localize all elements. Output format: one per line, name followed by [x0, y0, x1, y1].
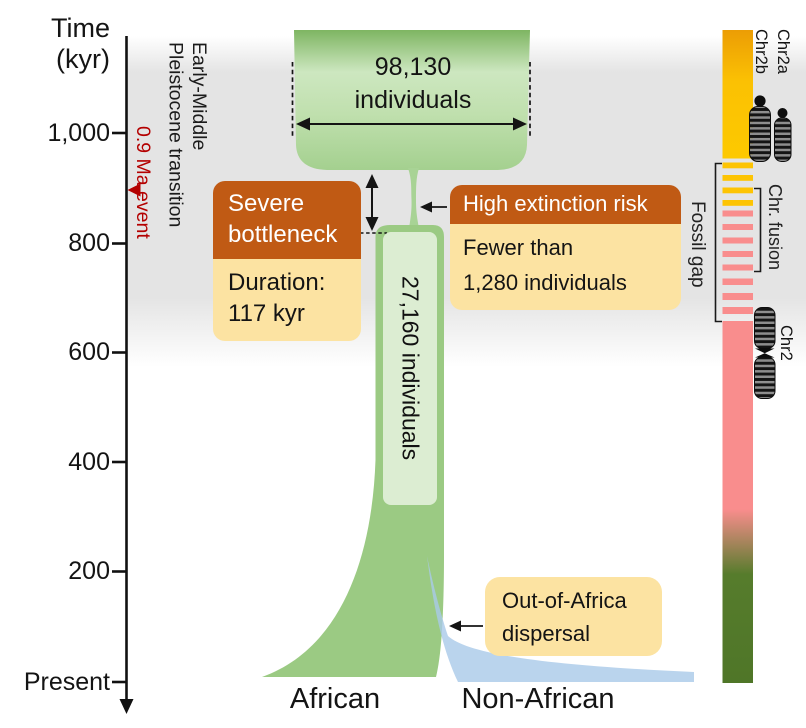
chr2b-label: Chr2b: [752, 29, 770, 74]
fossil-gap-bracket: [714, 162, 722, 323]
fossil-gap-label: Fossil gap: [687, 200, 708, 288]
chr-fusion-bracket: [754, 187, 762, 273]
risk-arrow: [420, 201, 447, 213]
axis-tick-label: Present: [23, 668, 110, 696]
event-09ma-label: 0.9 Ma event: [132, 126, 154, 239]
ancestral-population-label: 98,130 individuals: [354, 53, 472, 114]
severe-bottleneck-body: Duration: 117 kyr: [213, 259, 361, 341]
out-of-africa-callout: Out-of-Africa dispersal: [485, 577, 662, 656]
non-african-lineage-label: Non-African: [461, 683, 615, 715]
chr2-fused-icon: [754, 307, 776, 399]
bottleneck-population-panel: 27,160 individuals: [383, 232, 437, 505]
axis-tick-label: 1,000: [47, 119, 110, 147]
axis-tick-label: 800: [68, 229, 110, 257]
ancestral-population-shape: [294, 30, 530, 234]
chr2a-label: Chr2a: [774, 29, 792, 74]
fossil-gap-dashes: [722, 210, 753, 314]
measurement-guides: [291, 62, 531, 234]
ooa-arrow: [449, 620, 483, 632]
chr2-label: Chr2: [777, 325, 795, 361]
severe-bottleneck-title: Severe bottleneck: [213, 181, 361, 259]
lca-sapiens-bar: [722, 321, 753, 683]
african-lineage-label: African: [289, 683, 381, 715]
axis-tick-label: 200: [68, 557, 110, 585]
event-marker-icon: [127, 183, 141, 197]
chr2a-icon: [749, 95, 771, 162]
erectus-bar: [722, 30, 753, 206]
axis-tick-label: 400: [68, 448, 110, 476]
bottleneck-population-label: 27,160 individuals: [397, 276, 424, 461]
time-axis: [112, 36, 134, 714]
chr-fusion-label: Chr. fusion: [765, 183, 785, 271]
severe-bottleneck-callout: Severe bottleneck Duration: 117 kyr: [213, 181, 361, 341]
non-african-branch-shape: [427, 556, 694, 682]
chr2b-icon: [774, 108, 792, 162]
axis-title: Time (kyr): [51, 13, 110, 74]
extinction-risk-body: Fewer than 1,280 individuals: [450, 224, 681, 310]
extinction-risk-callout: High extinction risk Fewer than 1,280 in…: [450, 185, 681, 310]
pleistocene-transition-label: Early-Middle Pleistocene transition: [164, 42, 211, 228]
extinction-risk-title: High extinction risk: [450, 185, 681, 224]
axis-tick-label: 600: [68, 338, 110, 366]
